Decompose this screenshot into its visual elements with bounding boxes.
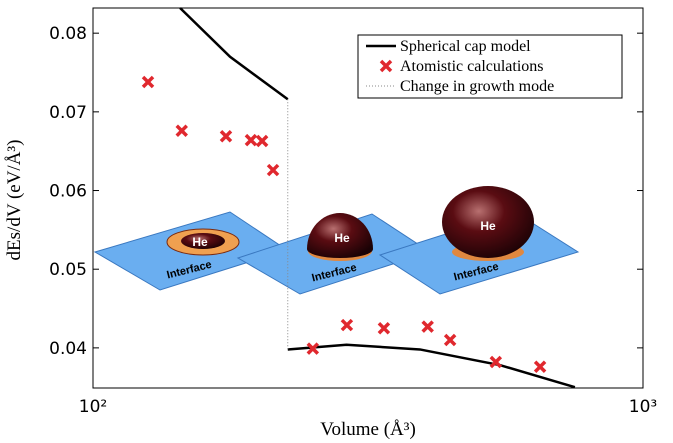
particle-label: He [480,219,496,233]
y-tick-label: 0.06 [49,182,87,202]
page: He Interface He Interface He Interface V… [0,0,673,443]
legend: Spherical cap model Atomistic calculation… [358,35,622,98]
x-tick-label: 10² [79,397,107,417]
x-axis-label: Volume (Å³) [320,419,416,440]
marker [423,322,433,332]
y-axis-label: dEs/dV (eV/Å³) [4,140,25,261]
legend-label: Atomistic calculations [400,58,544,75]
y-tick-label: 0.05 [49,260,87,280]
y-tick-label: 0.07 [49,103,87,123]
y-tick-label: 0.04 [49,339,87,359]
marker [535,362,545,372]
marker [177,126,187,136]
illustrations: He Interface He Interface He Interface [95,186,578,294]
marker [445,335,455,345]
particle-label: He [334,231,350,245]
chart: He Interface He Interface He Interface V… [0,0,673,443]
particle-label: He [192,235,208,249]
marker [379,323,389,333]
marker [257,136,267,146]
legend-label: Spherical cap model [400,38,531,55]
y-tick-label: 0.08 [49,24,87,44]
marker [246,135,256,145]
marker [268,165,278,175]
marker [143,77,153,87]
marker [342,320,352,330]
x-tick-label: 10³ [629,397,657,417]
legend-label: Change in growth mode [400,78,554,95]
marker [221,131,231,141]
